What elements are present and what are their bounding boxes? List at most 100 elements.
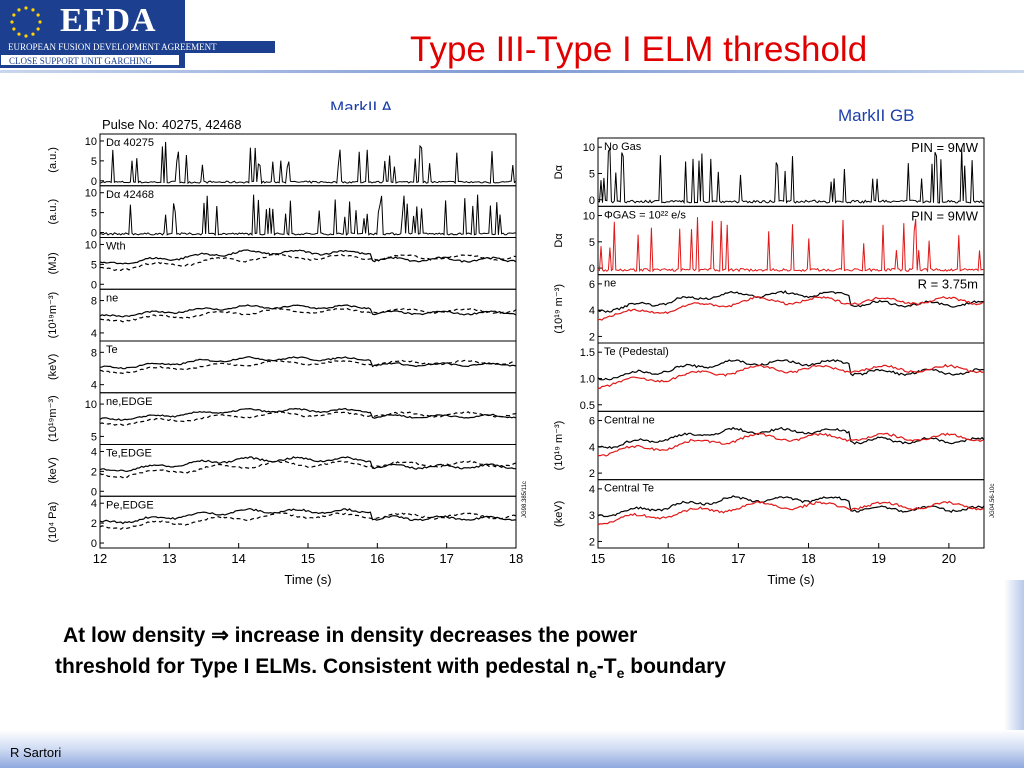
series-trace <box>99 307 517 323</box>
panel-label: Central Te <box>604 483 654 495</box>
x-tick-label: 18 <box>801 551 815 566</box>
panel-ylabel: (10¹⁹m⁻³) <box>47 395 59 442</box>
y-tick-label: 10 <box>85 136 97 148</box>
y-tick-label: 0 <box>91 538 97 550</box>
caption-text-1a: At low density <box>63 624 212 647</box>
chart-b-title: MarkII GB <box>838 106 915 125</box>
y-tick-label: 4 <box>91 328 97 340</box>
series-trace <box>99 304 517 318</box>
panel-label: Wth <box>106 241 126 253</box>
star-icon <box>17 32 21 36</box>
x-tick-label: 15 <box>591 551 605 566</box>
x-tick-label: 20 <box>942 551 956 566</box>
y-tick-label: 10 <box>85 188 97 200</box>
y-tick-label: 6 <box>589 416 595 428</box>
star-icon <box>31 32 35 36</box>
panel-label: Central ne <box>604 414 655 426</box>
x-tick-label: 16 <box>370 551 384 566</box>
y-tick-label: 0 <box>589 263 595 275</box>
x-tick-label: 16 <box>661 551 675 566</box>
caption-text-2a: threshold for Type I ELMs. Consistent wi… <box>55 655 589 678</box>
panel-ylabel: (10⁴ Pa) <box>47 502 59 543</box>
y-tick-label: 4 <box>91 498 97 510</box>
x-axis-label: Time (s) <box>767 572 814 587</box>
panel-ylabel: Dα <box>553 233 565 248</box>
panel-ylabel: (keV) <box>553 501 565 527</box>
y-tick-label: 0 <box>589 195 595 207</box>
star-icon <box>24 6 28 10</box>
y-tick-label: 4 <box>91 380 97 392</box>
slide-title: Type III-Type I ELM threshold <box>410 30 868 69</box>
series-trace <box>597 147 985 205</box>
series-trace <box>99 407 517 422</box>
panel-frame <box>99 340 517 394</box>
panel-ylabel: (keV) <box>47 457 59 483</box>
panel-right-label: PIN = 9MW <box>911 208 979 223</box>
series-trace <box>597 426 985 450</box>
star-icon <box>36 27 40 31</box>
panel-frame <box>597 410 985 481</box>
star-icon <box>31 8 35 12</box>
series-trace <box>100 253 517 272</box>
y-tick-label: 0 <box>91 228 97 240</box>
y-tick-label: 10 <box>85 399 97 411</box>
panel-ylabel: Dα <box>553 164 565 179</box>
y-tick-label: 5 <box>91 156 97 168</box>
y-tick-label: 2 <box>91 518 97 530</box>
y-tick-label: 0 <box>91 176 97 188</box>
y-tick-label: 10 <box>583 142 595 154</box>
panel-ylabel: (10¹⁹ m⁻³) <box>553 421 565 471</box>
x-tick-label: 18 <box>509 551 523 566</box>
star-icon <box>36 13 40 17</box>
panel-ylabel: (MJ) <box>47 252 59 274</box>
series-trace <box>597 290 985 313</box>
x-tick-label: 19 <box>871 551 885 566</box>
star-icon <box>10 20 14 24</box>
star-icon <box>12 13 16 17</box>
panel-label: ne <box>604 278 616 290</box>
caption-text-1b: increase in density decreases the power <box>228 624 638 647</box>
star-icon <box>17 8 21 12</box>
series-trace <box>597 495 985 518</box>
footer-bar <box>0 730 1024 768</box>
unit-label: CLOSE SUPPORT UNIT GARCHING <box>0 54 180 66</box>
x-axis-label: Time (s) <box>284 572 331 587</box>
y-tick-label: 3 <box>589 510 595 522</box>
x-tick-label: 12 <box>93 551 107 566</box>
y-tick-label: 2 <box>589 468 595 480</box>
star-icon <box>24 34 28 38</box>
figure-code: JG04.56-10c <box>990 484 996 518</box>
panel-frame <box>597 479 985 549</box>
y-tick-label: 4 <box>91 446 97 458</box>
panel-label: Te <box>106 344 118 356</box>
x-tick-label: 17 <box>439 551 453 566</box>
series-trace <box>99 141 517 185</box>
caption-sub-1: e <box>589 665 597 682</box>
y-tick-label: 5 <box>589 168 595 180</box>
caption-sub-2: e <box>616 665 625 682</box>
y-tick-label: 6 <box>589 279 595 291</box>
series-trace <box>99 359 517 375</box>
figure-code: JG98.385/11c <box>522 481 528 518</box>
y-tick-label: 2 <box>589 331 595 343</box>
agreement-label: EUROPEAN FUSION DEVELOPMENT AGREEMENT <box>0 41 275 53</box>
y-tick-label: 1.5 <box>580 347 595 359</box>
panel-label: Dα 40275 <box>106 137 154 149</box>
x-tick-label: 17 <box>731 551 745 566</box>
caption-text-2b: boundary <box>624 655 726 678</box>
y-tick-label: 0 <box>91 279 97 291</box>
panel-label: Te (Pedestal) <box>604 346 669 358</box>
panel-label: ne <box>106 292 118 304</box>
series-trace <box>597 295 985 321</box>
series-trace <box>99 512 517 530</box>
series-trace <box>597 500 985 526</box>
series-trace <box>99 411 517 426</box>
panel-frame <box>99 237 517 290</box>
panel-label: ne,EDGE <box>106 396 152 408</box>
star-icon <box>38 20 42 24</box>
series-trace <box>597 432 984 457</box>
y-tick-label: 4 <box>589 484 595 496</box>
panel-ylabel: (keV) <box>47 354 59 380</box>
panel-frame <box>99 133 517 187</box>
series-trace <box>99 456 516 473</box>
